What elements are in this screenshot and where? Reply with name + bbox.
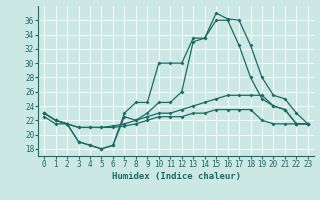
X-axis label: Humidex (Indice chaleur): Humidex (Indice chaleur)	[111, 172, 241, 181]
